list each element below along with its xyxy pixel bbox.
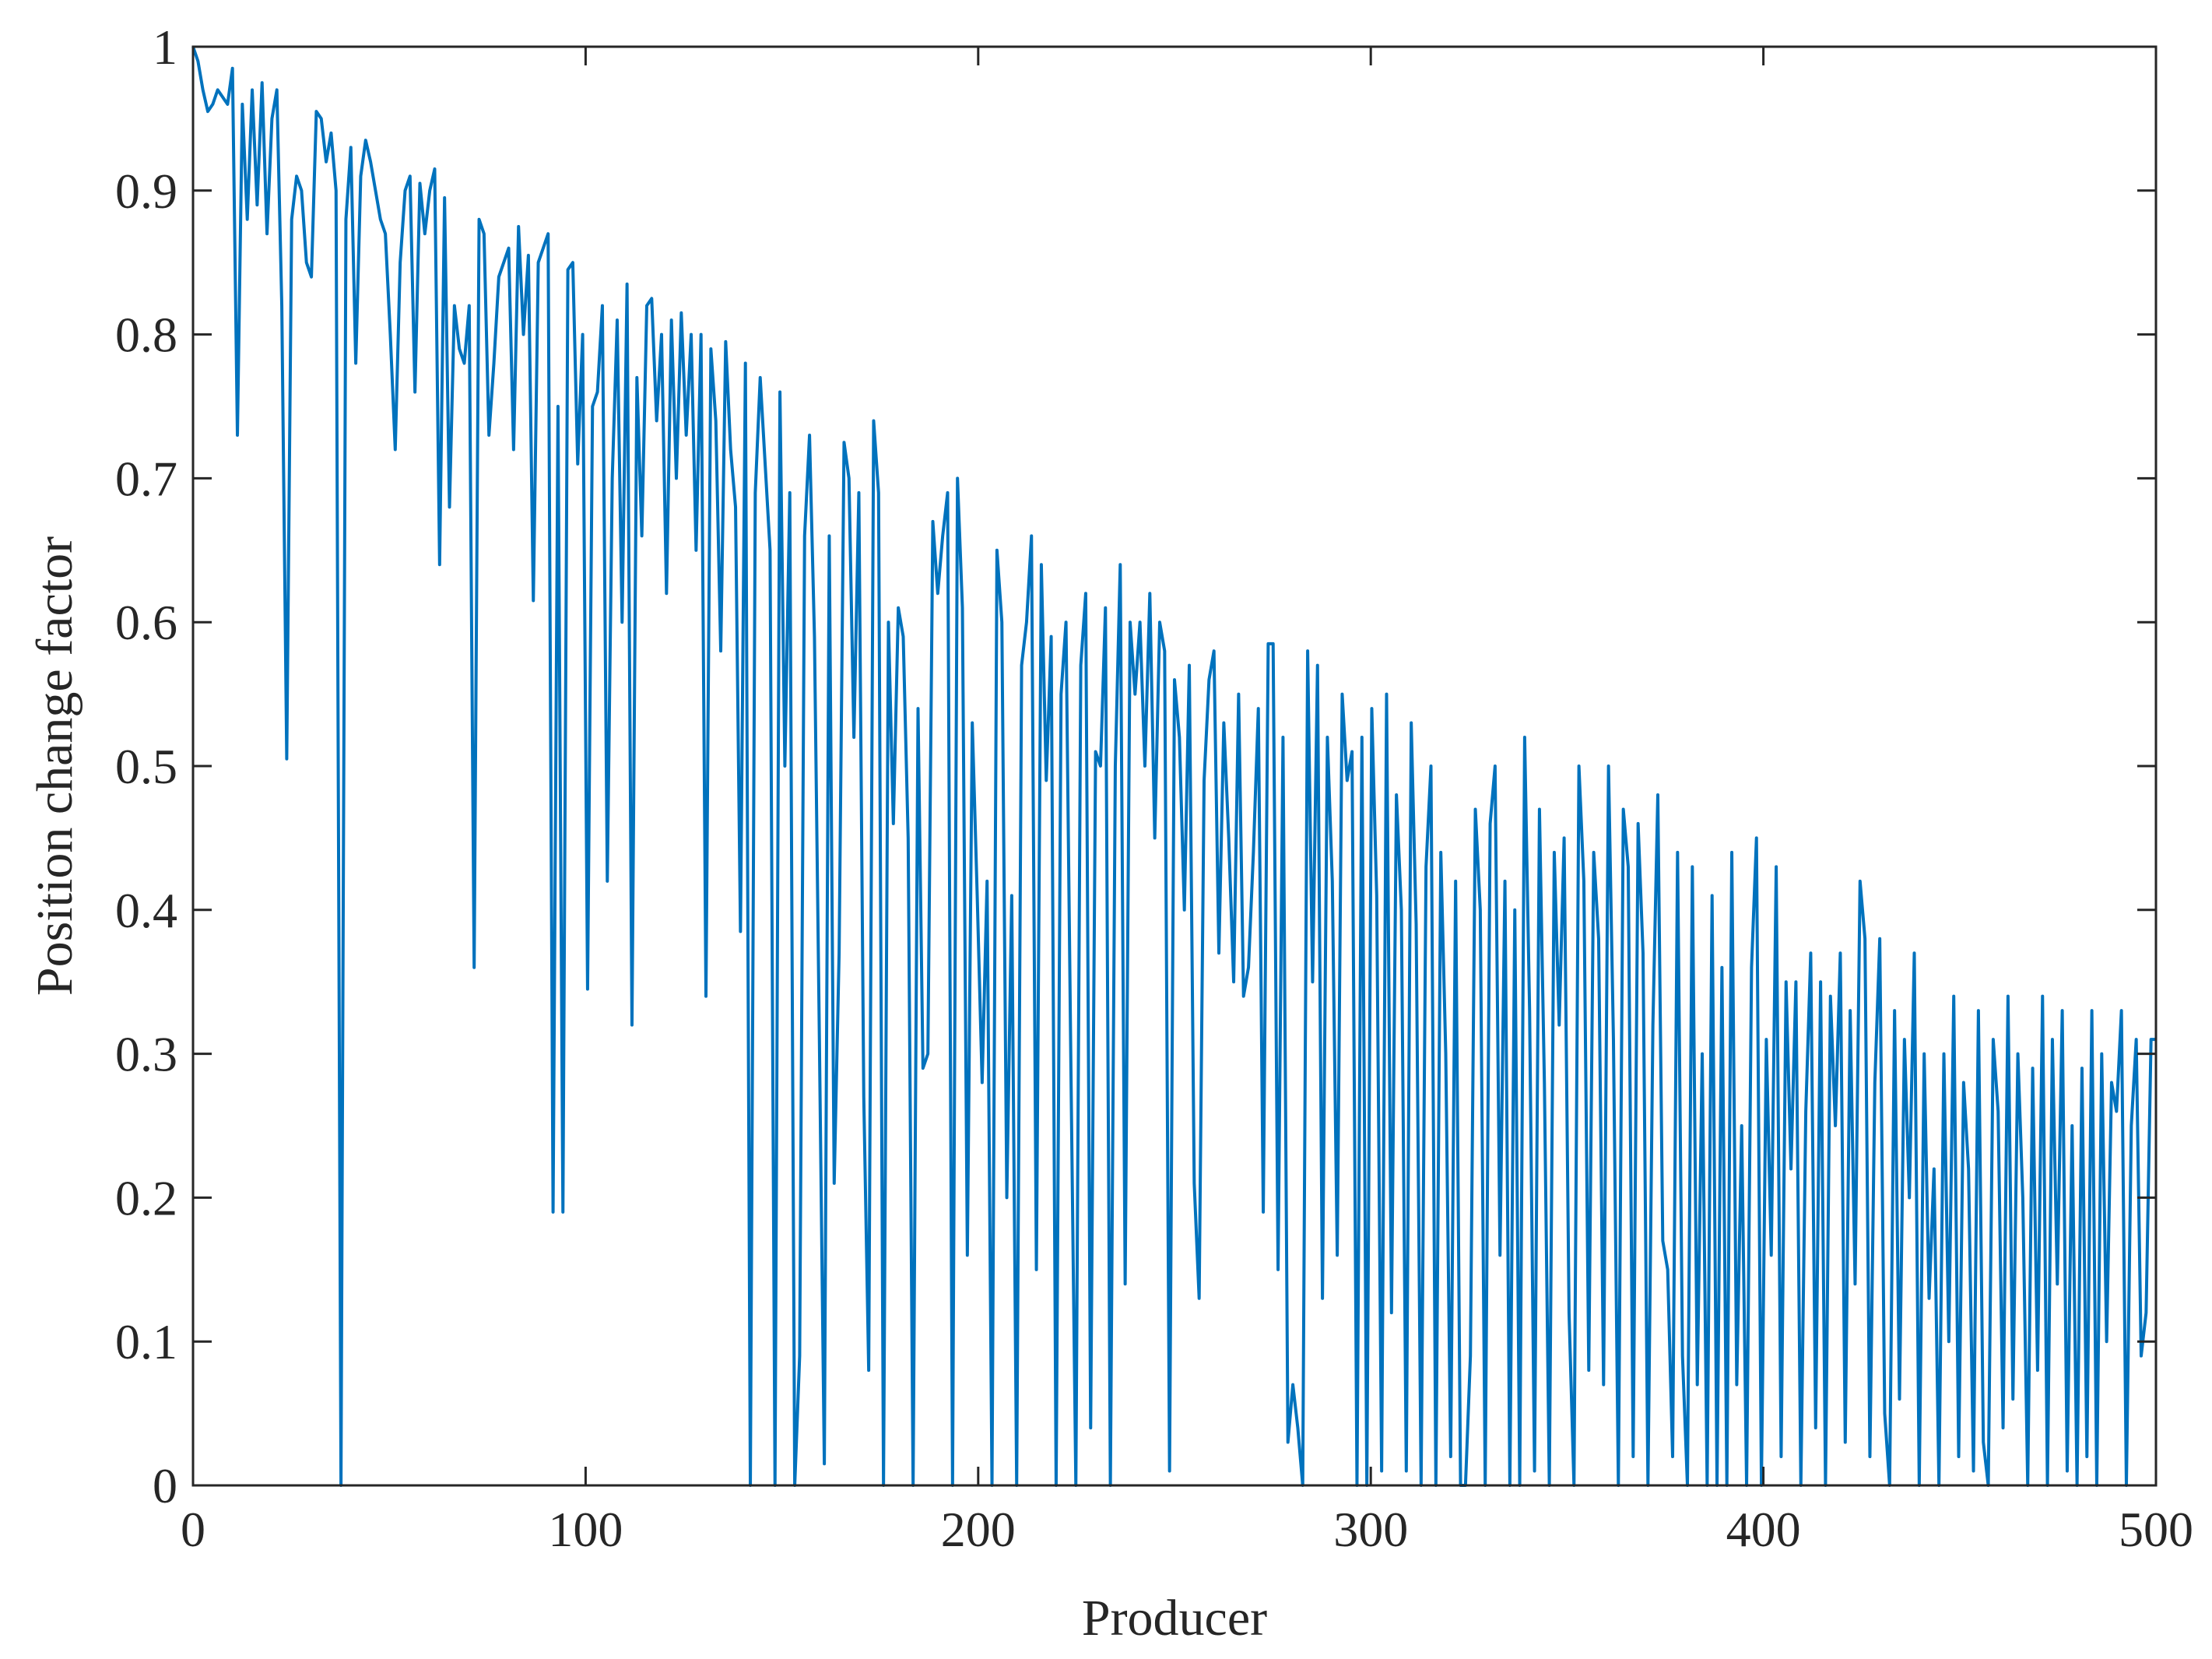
series-layer — [191, 46, 2156, 1487]
x-tick-label: 500 — [2119, 1502, 2193, 1557]
y-tick-label: 0.5 — [115, 739, 177, 794]
y-tick-label: 0.1 — [115, 1314, 177, 1369]
y-tick-label: 0.3 — [115, 1027, 177, 1082]
x-tick-label: 200 — [941, 1502, 1016, 1557]
y-tick-label: 0.4 — [115, 883, 177, 938]
y-tick-label: 1 — [153, 19, 177, 75]
x-tick-label: 400 — [1726, 1502, 1801, 1557]
y-tick-label: 0.6 — [115, 595, 177, 650]
y-tick-label: 0.2 — [115, 1170, 177, 1225]
x-axis-title: Producer — [1082, 1590, 1267, 1647]
x-axis-ticks: 0 100 200 300 400 500 — [181, 47, 2193, 1557]
y-tick-label: 0 — [153, 1458, 177, 1513]
y-tick-label: 0.8 — [115, 308, 177, 363]
y-axis-ticks: 0 0.1 0.2 0.3 0.4 0.5 0.6 0.7 0.8 0.9 1 — [115, 19, 2156, 1513]
y-tick-label: 0.9 — [115, 163, 177, 219]
x-tick-label: 0 — [181, 1502, 205, 1557]
y-tick-label: 0.7 — [115, 451, 177, 506]
x-tick-label: 100 — [548, 1502, 623, 1557]
y-axis-title: Position change factor — [26, 536, 83, 996]
x-tick-label: 300 — [1333, 1502, 1408, 1557]
series-line — [191, 46, 2156, 1487]
